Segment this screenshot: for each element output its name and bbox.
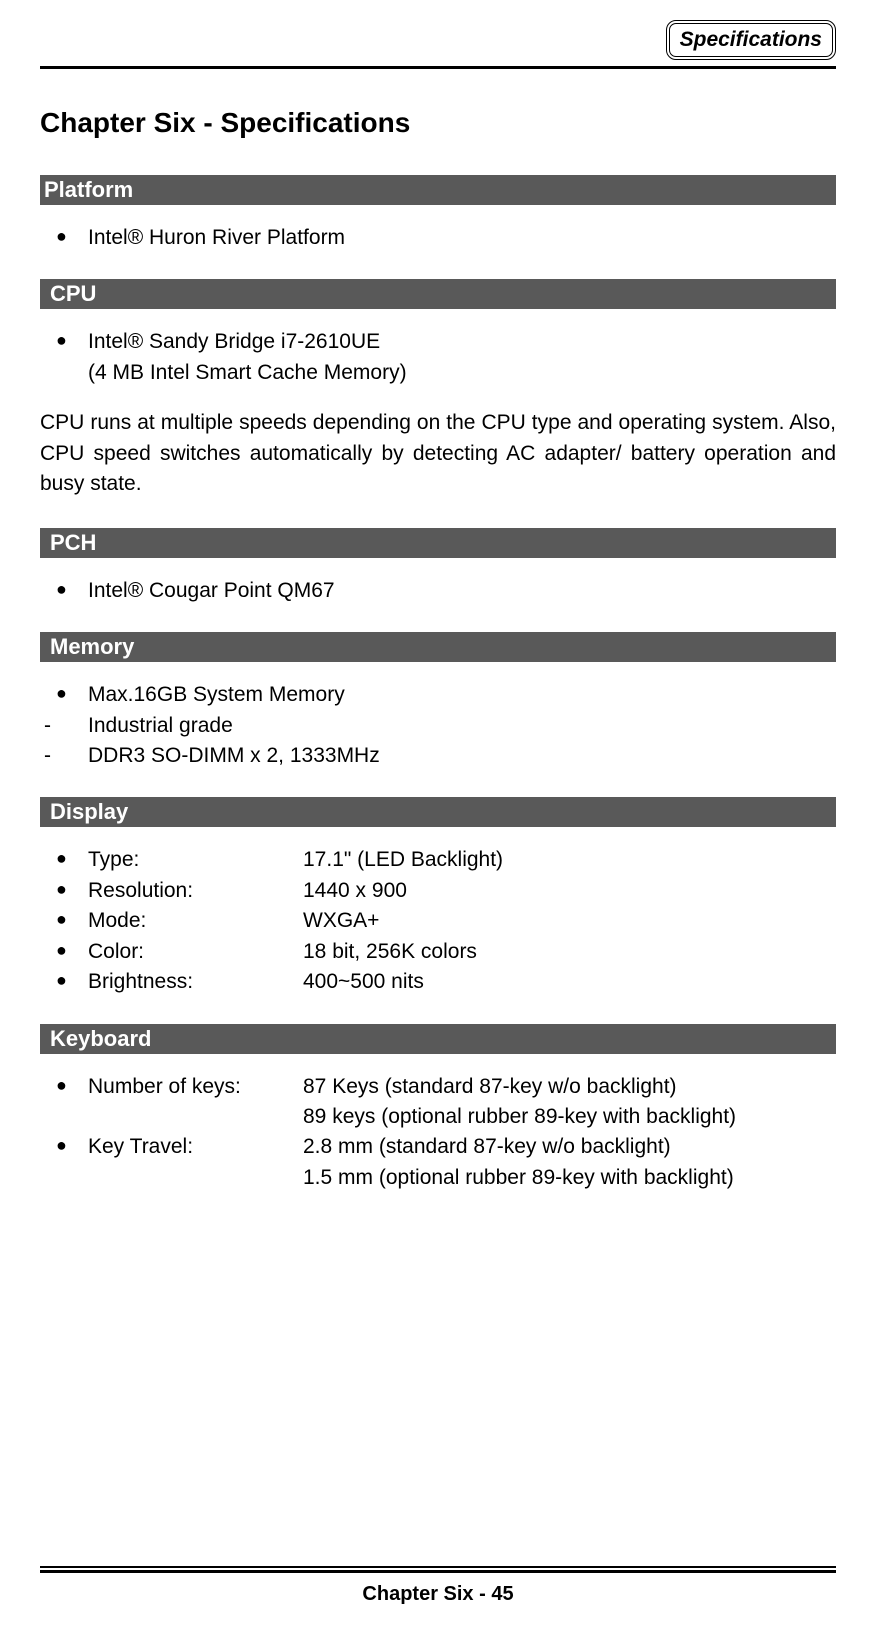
chapter-title: Chapter Six - Specifications — [40, 107, 836, 139]
list-item: Intel® Sandy Bridge i7-2610UE — [40, 327, 836, 357]
keyboard-list: Number of keys: 87 Keys (standard 87-key… — [40, 1072, 836, 1102]
cpu-subline: (4 MB Intel Smart Cache Memory) — [40, 358, 836, 388]
list-item: Brightness: 400~500 nits — [40, 967, 836, 997]
list-item: Resolution: 1440 x 900 — [40, 876, 836, 906]
section-heading-platform: Platform — [40, 175, 836, 205]
footer-page-number: 45 — [491, 1583, 513, 1605]
header-badge: Specifications — [666, 20, 836, 60]
bottom-rule-outer — [40, 1566, 836, 1568]
section-heading-display: Display — [40, 797, 836, 827]
kv-label: Resolution: — [88, 876, 303, 906]
keyboard-list-2: Key Travel: 2.8 mm (standard 87-key w/o … — [40, 1132, 836, 1162]
pch-list: Intel® Cougar Point QM67 — [40, 576, 836, 606]
display-list: Type: 17.1" (LED Backlight) Resolution: … — [40, 845, 836, 997]
list-item: Key Travel: 2.8 mm (standard 87-key w/o … — [40, 1132, 836, 1162]
kv-value: 87 Keys (standard 87-key w/o backlight) — [303, 1072, 836, 1102]
page-container: Specifications Chapter Six - Specificati… — [0, 0, 876, 1630]
section-heading-keyboard: Keyboard — [40, 1024, 836, 1054]
kv-value: 2.8 mm (standard 87-key w/o backlight) — [303, 1132, 836, 1162]
memory-dash-list: Industrial grade DDR3 SO-DIMM x 2, 1333M… — [40, 711, 836, 772]
kv-value: 17.1" (LED Backlight) — [303, 845, 836, 875]
kv-label: Mode: — [88, 906, 303, 936]
kv-value-extra: 89 keys (optional rubber 89-key with bac… — [40, 1102, 836, 1132]
bottom-rule-inner — [40, 1570, 836, 1573]
kv-value-extra: 1.5 mm (optional rubber 89-key with back… — [40, 1163, 836, 1193]
top-rule — [40, 66, 836, 69]
list-item: Max.16GB System Memory — [40, 680, 836, 710]
section-heading-cpu: CPU — [40, 279, 836, 309]
list-item: DDR3 SO-DIMM x 2, 1333MHz — [40, 741, 836, 771]
list-item: Mode: WXGA+ — [40, 906, 836, 936]
list-item: Intel® Cougar Point QM67 — [40, 576, 836, 606]
platform-list: Intel® Huron River Platform — [40, 223, 836, 253]
cpu-paragraph: CPU runs at multiple speeds depending on… — [40, 408, 836, 499]
section-heading-memory: Memory — [40, 632, 836, 662]
kv-value: 1440 x 900 — [303, 876, 836, 906]
kv-label: Type: — [88, 845, 303, 875]
section-heading-pch: PCH — [40, 528, 836, 558]
header-row: Specifications — [40, 20, 836, 60]
kv-label: Number of keys: — [88, 1072, 303, 1102]
kv-value: WXGA+ — [303, 906, 836, 936]
page-footer: Chapter Six - 45 — [40, 1583, 836, 1630]
kv-label: Color: — [88, 937, 303, 967]
list-item: Number of keys: 87 Keys (standard 87-key… — [40, 1072, 836, 1102]
list-item: Color: 18 bit, 256K colors — [40, 937, 836, 967]
kv-label: Brightness: — [88, 967, 303, 997]
list-item: Type: 17.1" (LED Backlight) — [40, 845, 836, 875]
list-item: Industrial grade — [40, 711, 836, 741]
cpu-list: Intel® Sandy Bridge i7-2610UE — [40, 327, 836, 357]
kv-label: Key Travel: — [88, 1132, 303, 1162]
kv-value: 400~500 nits — [303, 967, 836, 997]
list-item: Intel® Huron River Platform — [40, 223, 836, 253]
kv-value: 18 bit, 256K colors — [303, 937, 836, 967]
footer-chapter-label: Chapter Six - — [362, 1583, 491, 1605]
spacer — [40, 1193, 836, 1566]
memory-list: Max.16GB System Memory — [40, 680, 836, 710]
